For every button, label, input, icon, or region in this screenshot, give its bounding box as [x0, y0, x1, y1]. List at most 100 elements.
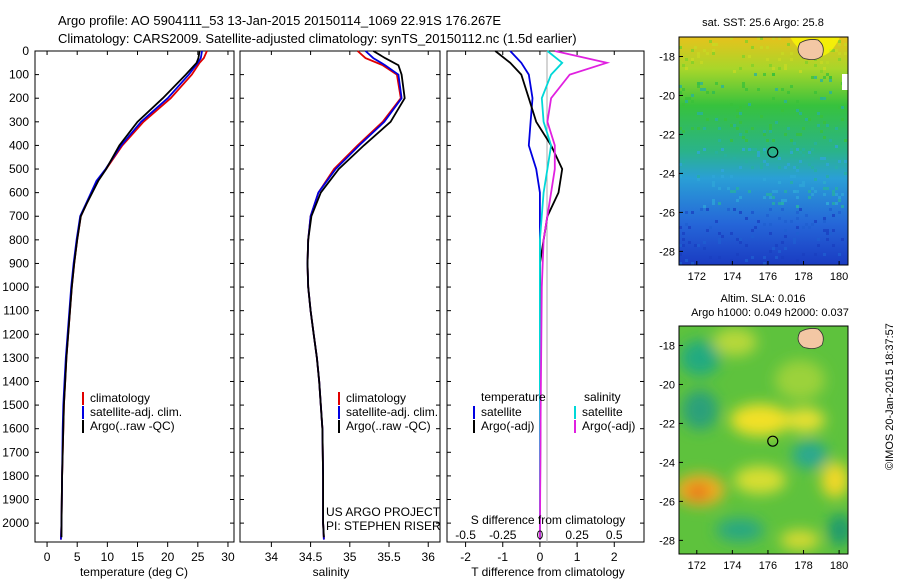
sst-pixel — [679, 244, 682, 247]
sst-pixel — [742, 136, 745, 139]
sst-pixel — [835, 166, 838, 169]
sst-pixel — [781, 208, 784, 211]
x-tick-label: 34.5 — [299, 550, 323, 564]
sst-pixel — [817, 112, 820, 115]
sst-pixel — [688, 97, 691, 100]
sst-pixel — [739, 67, 742, 70]
x-tick-label: 35 — [343, 550, 357, 564]
sst-pixel — [775, 88, 778, 91]
sst-pixel — [790, 85, 793, 88]
sst-pixel — [781, 256, 784, 259]
sst-pixel — [697, 82, 700, 85]
sst-pixel — [733, 124, 736, 127]
sst-pixel — [751, 46, 754, 49]
sst-pixel — [841, 118, 844, 121]
difference-series — [494, 50, 611, 540]
sst-pixel — [826, 73, 829, 76]
sst-pixel — [796, 166, 799, 169]
sst-pixel — [793, 142, 796, 145]
map-y-tick-label: -26 — [659, 207, 675, 219]
sst-pixel — [826, 124, 829, 127]
sst-pixel — [820, 79, 823, 82]
depth-tick-label: 400 — [9, 138, 29, 152]
sst-pixel — [814, 253, 817, 256]
argo-position-marker — [767, 146, 779, 158]
sst-pixel — [721, 169, 724, 172]
depth-tick-label: 900 — [9, 256, 29, 270]
sst-pixel — [781, 241, 784, 244]
sst-pixel — [700, 88, 703, 91]
sst-pixel — [796, 190, 799, 193]
s-tick-label: 0 — [537, 528, 544, 542]
sst-pixel — [772, 73, 775, 76]
sst-pixel — [784, 64, 787, 67]
sst-pixel — [811, 223, 814, 226]
depth-tick-label: 600 — [9, 186, 29, 200]
sst-pixel — [778, 37, 781, 40]
map-x-tick-label: 176 — [759, 271, 777, 283]
x-tick-label: 30 — [221, 550, 235, 564]
sst-pixel — [769, 193, 772, 196]
depth-tick-label: 1300 — [2, 351, 29, 365]
sst-pixel — [745, 244, 748, 247]
sst-pixel — [763, 148, 766, 151]
sst-pixel — [742, 55, 745, 58]
sst-pixel — [838, 106, 841, 109]
map-y-tick-label: -24 — [659, 168, 675, 180]
depth-tick-label: 1600 — [2, 422, 29, 436]
sst-pixel — [739, 211, 742, 214]
legend-label-t-argo: Argo(-adj) — [481, 419, 534, 433]
sst-pixel — [805, 61, 808, 64]
salinity-xlabel: salinity — [313, 565, 350, 579]
sst-pixel — [832, 244, 835, 247]
sst-pixel — [739, 241, 742, 244]
depth-tick-label: 2000 — [2, 516, 29, 530]
sst-pixel — [781, 199, 784, 202]
sst-pixel — [802, 148, 805, 151]
map-y-tick-label: -24 — [659, 457, 675, 469]
sst-pixel — [826, 229, 829, 232]
sst-pixel — [736, 238, 739, 241]
sst-pixel — [811, 148, 814, 151]
series-line-temperature-satellite — [509, 50, 541, 540]
sst-pixel — [685, 67, 688, 70]
sst-pixel — [730, 232, 733, 235]
sst-pixel — [718, 256, 721, 259]
depth-tick-label: 1500 — [2, 398, 29, 412]
map-y-tick-label: -22 — [659, 418, 675, 430]
sst-pixel — [802, 226, 805, 229]
salinity-panel-frame — [239, 50, 441, 543]
sst-pixel — [829, 232, 832, 235]
sst-pixel — [745, 40, 748, 43]
map-x-tick-label: 174 — [723, 560, 741, 572]
imos-credit: ©IMOS 20-Jan-2015 18:37:57 — [884, 323, 896, 470]
series-line-satellite-adj-clim- — [60, 50, 203, 540]
sst-pixel — [796, 109, 799, 112]
sst-pixel — [769, 250, 772, 253]
sst-pixel — [781, 109, 784, 112]
sst-pixel — [739, 121, 742, 124]
sst-pixel — [775, 256, 778, 259]
sst-pixel — [778, 166, 781, 169]
argo-position-marker — [767, 435, 779, 447]
sst-pixel — [838, 196, 841, 199]
sst-pixel — [832, 193, 835, 196]
sst-pixel — [697, 127, 700, 130]
depth-tick-label: 300 — [9, 115, 29, 129]
sst-pixel — [718, 232, 721, 235]
sst-pixel — [778, 202, 781, 205]
x-tick-label: 36 — [422, 550, 436, 564]
sst-pixel — [808, 118, 811, 121]
sst-pixel — [823, 157, 826, 160]
sst-pixel — [712, 49, 715, 52]
sst-pixel — [793, 166, 796, 169]
map-x-tick-label: 180 — [830, 271, 848, 283]
depth-tick-label: 0 — [22, 44, 29, 58]
sst-pixel — [823, 229, 826, 232]
sst-pixel — [796, 259, 799, 262]
sst-pixel — [799, 208, 802, 211]
legend-label-climatology: climatology — [90, 391, 150, 405]
sst-pixel — [790, 139, 793, 142]
sst-pixel — [775, 190, 778, 193]
sst-pixel — [838, 160, 841, 163]
